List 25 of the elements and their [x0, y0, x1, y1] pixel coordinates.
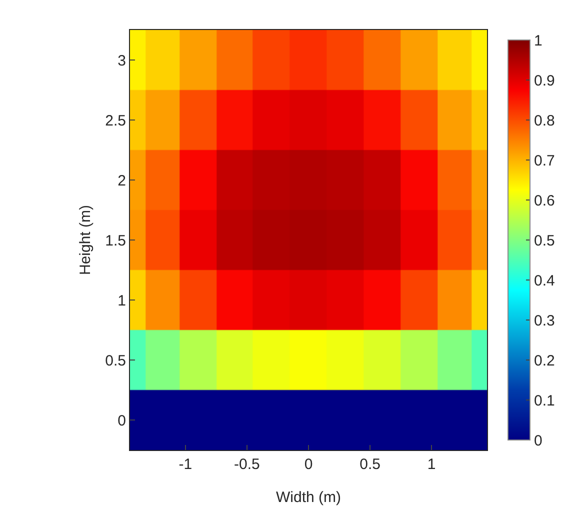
color-bar-label: 0.8	[534, 112, 555, 130]
x-tick-label: 1	[427, 456, 436, 473]
color-bar-label: 0.4	[534, 272, 555, 290]
y-tick-label: 2	[118, 172, 126, 190]
color-bar-label: 0.1	[534, 392, 555, 410]
color-bar-label: 0.3	[534, 312, 555, 330]
x-tick-label: -0.5	[234, 456, 260, 473]
x-tick-label: 0	[304, 456, 313, 473]
color-bar-label: 0.2	[534, 352, 555, 370]
color-bar-label: 0.7	[534, 152, 555, 170]
y-tick-label: 0	[118, 412, 126, 430]
x-axis-title: Width (m)	[276, 489, 341, 506]
y-tick-label: 0.5	[105, 352, 126, 370]
y-axis-title: Height (m)	[77, 204, 94, 276]
y-tick-label: 1	[118, 292, 126, 310]
y-tick-label: 2.5	[105, 112, 126, 130]
y-tick-label: 3	[118, 52, 126, 70]
color-bar-label: 0.6	[534, 192, 555, 210]
color-bar-label: 0	[534, 432, 542, 450]
color-bar-label: 1	[534, 32, 542, 50]
color-bar-label: 0.5	[534, 232, 555, 250]
x-tick-label: 0.5	[360, 456, 380, 473]
color-bar-label: 0.9	[534, 72, 555, 90]
x-tick-label: -1	[178, 456, 192, 473]
y-tick-label: 1.5	[105, 232, 126, 250]
